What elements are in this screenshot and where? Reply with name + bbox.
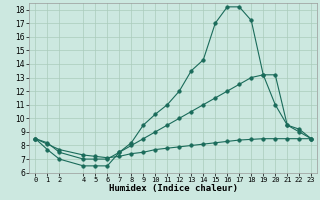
X-axis label: Humidex (Indice chaleur): Humidex (Indice chaleur)	[109, 184, 238, 193]
